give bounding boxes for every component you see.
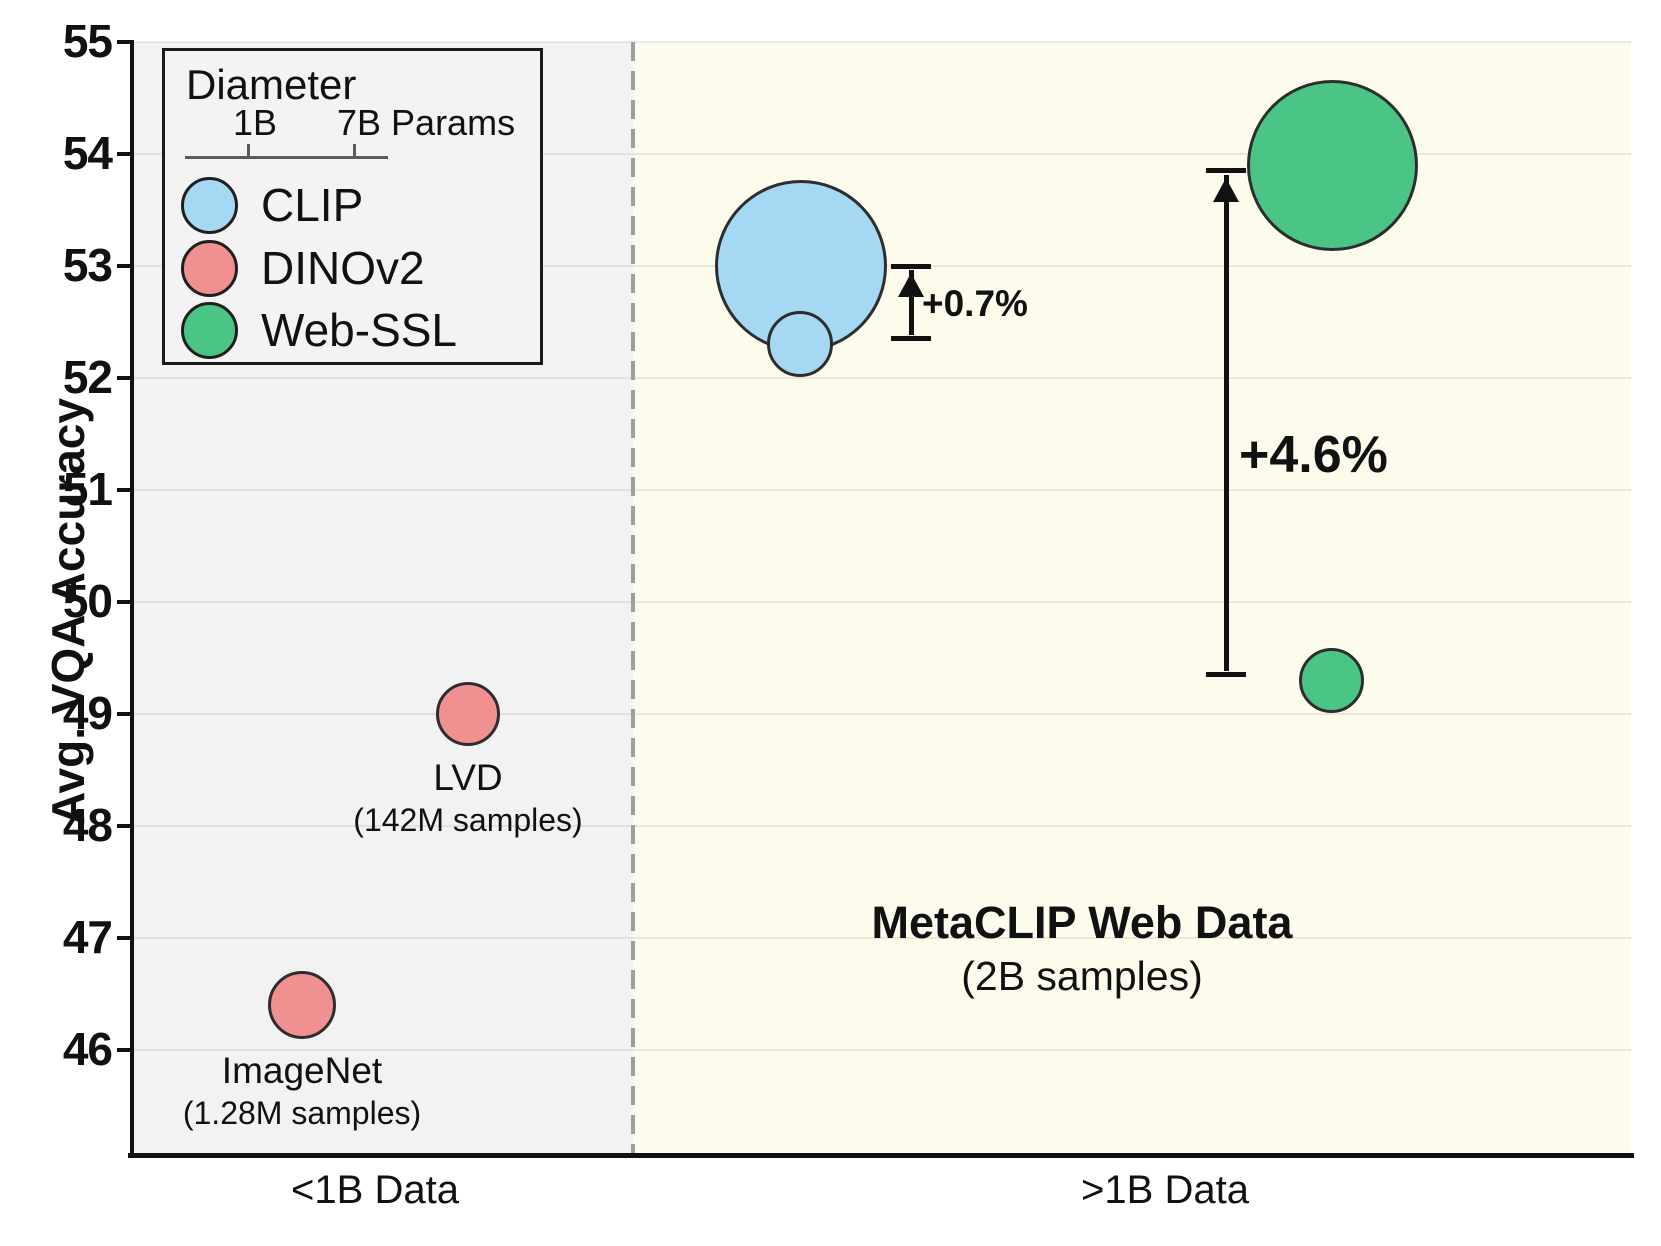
y-tick-label-48: 48 — [62, 798, 113, 851]
arrow-line — [1223, 174, 1229, 671]
legend-label-webssl: Web-SSL — [261, 304, 458, 356]
y-tick-mark-47 — [117, 936, 131, 940]
legend-label-dinov2: DINOv2 — [261, 242, 425, 294]
legend-size-scale-tick-max — [353, 144, 356, 156]
gridline-y49 — [133, 713, 1631, 715]
gridline-y50 — [133, 601, 1631, 603]
legend-size-max-label: 7B Params — [337, 102, 516, 143]
y-tick-label-49: 49 — [62, 686, 113, 739]
bubble-label-imagenet: ImageNet (1.28M samples) — [183, 1049, 421, 1133]
region-annotation-title: MetaCLIP Web Data — [871, 897, 1293, 948]
legend-size-scale-line — [185, 156, 388, 159]
legend-swatch-clip — [181, 176, 238, 234]
x-axis-label-gt1b: >1B Data — [1081, 1168, 1249, 1212]
y-axis-spine — [130, 40, 134, 1158]
arrow-top-cap — [1206, 168, 1246, 174]
bubble-webssl-53.9 — [1246, 79, 1418, 251]
arrow-bottom-cap — [891, 336, 931, 342]
bubble-label-lvd: LVD (142M samples) — [353, 756, 582, 840]
y-tick-label-54: 54 — [62, 126, 113, 179]
legend-size-title: Diameter — [186, 61, 357, 108]
y-tick-label-53: 53 — [62, 238, 113, 291]
gridline-y52 — [133, 377, 1631, 379]
arrow-line — [908, 270, 914, 335]
legend: Diameter 1B 7B Params CLIP DINOv2 Web-SSL — [162, 48, 543, 365]
region-divider-dashed-line — [631, 42, 635, 1153]
bubble-clip-52.3 — [767, 311, 833, 378]
legend-swatch-dinov2 — [181, 239, 238, 297]
x-axis-label-lt1b: <1B Data — [291, 1168, 459, 1212]
gridline-y55 — [133, 41, 1631, 43]
gridline-y47 — [133, 937, 1631, 939]
annotation-label-1: +4.6% — [1239, 425, 1388, 484]
gridline-y48 — [133, 825, 1631, 827]
annotation-arrow-0.7: +0.7% — [891, 263, 1028, 342]
y-tick-label-52: 52 — [62, 350, 113, 403]
bubble-dinov2-imagenet — [268, 971, 336, 1040]
arrow-top-cap — [891, 263, 931, 269]
y-tick-label-55: 55 — [62, 14, 113, 67]
gridline-y51 — [133, 489, 1631, 491]
gridline-y54 — [133, 153, 1631, 155]
bubble-label-subtitle: (1.28M samples) — [182, 1094, 422, 1131]
arrow-head-up — [897, 273, 924, 297]
y-tick-mark-48 — [117, 824, 131, 828]
y-tick-mark-52 — [117, 376, 131, 380]
y-tick-label-46: 46 — [62, 1022, 113, 1075]
annotation-label-0: +0.7% — [922, 283, 1028, 325]
y-tick-label-50: 50 — [62, 574, 113, 627]
legend-swatch-webssl — [181, 301, 238, 359]
y-tick-mark-49 — [117, 712, 131, 716]
y-tick-mark-55 — [117, 40, 131, 44]
annotation-arrow-4.6: +4.6% — [1206, 168, 1388, 678]
y-tick-mark-46 — [117, 1048, 131, 1052]
arrow-bottom-cap — [1206, 672, 1246, 678]
bubble-label-subtitle: (142M samples) — [353, 801, 583, 838]
y-axis-title: Avg. VQA Accuracy — [42, 398, 94, 825]
bubble-label-title: LVD — [433, 757, 503, 798]
legend-size-min-label: 1B — [232, 102, 278, 143]
y-tick-label-51: 51 — [62, 462, 113, 515]
x-axis-spine — [128, 1153, 1634, 1158]
gridline-y46 — [133, 1049, 1631, 1051]
bubble-webssl-49.3 — [1298, 647, 1364, 713]
y-tick-mark-53 — [117, 264, 131, 268]
region-annotation: MetaCLIP Web Data (2B samples) — [872, 895, 1293, 1003]
region-annotation-subtitle: (2B samples) — [961, 953, 1203, 1000]
legend-label-clip: CLIP — [261, 179, 364, 231]
y-tick-mark-51 — [117, 488, 131, 492]
bubble-label-title: ImageNet — [221, 1050, 383, 1092]
y-tick-mark-50 — [117, 600, 131, 604]
arrow-head-up — [1212, 177, 1239, 202]
y-tick-label-47: 47 — [62, 910, 113, 963]
bubble-dinov2-lvd — [436, 682, 500, 746]
legend-size-scale-tick-min — [247, 144, 250, 156]
y-tick-mark-54 — [117, 152, 131, 156]
